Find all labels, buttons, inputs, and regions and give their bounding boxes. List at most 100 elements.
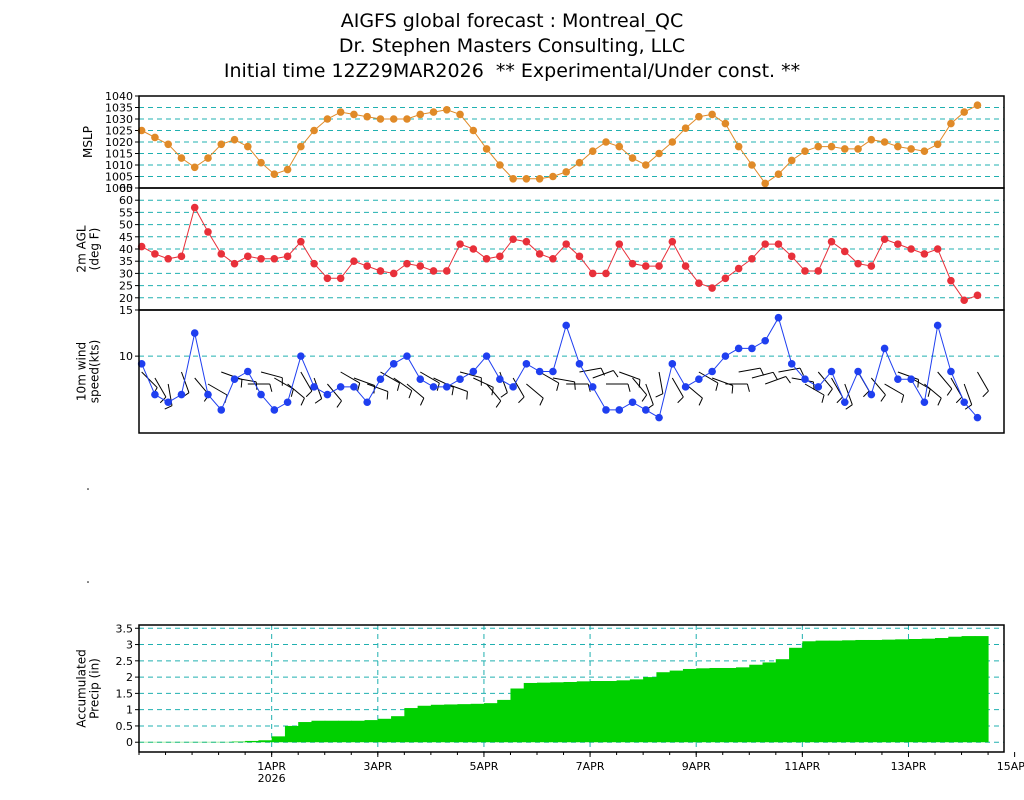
temp-point (602, 269, 610, 278)
wind-barb (658, 371, 664, 394)
mslp-point (549, 172, 557, 181)
wind-barb-flag (420, 397, 425, 406)
precip-bar (338, 720, 352, 743)
temp-point (283, 252, 292, 261)
precip-bar (669, 670, 684, 743)
mslp-point (933, 140, 942, 149)
time-tick-label: 7APR (576, 760, 605, 773)
mslp-point (323, 115, 332, 123)
time-year-label: 2026 (258, 772, 286, 785)
mslp-point (283, 165, 292, 174)
wind-barb-flag (836, 396, 843, 404)
mslp-point (721, 119, 730, 128)
wind-barb-flag (556, 382, 560, 391)
temp-point (708, 284, 716, 292)
wind-point (137, 360, 146, 368)
wind-barb-flag (845, 404, 853, 410)
time-tick-label: 5APR (470, 760, 499, 773)
wind-barb (393, 377, 413, 392)
temp-point (641, 262, 650, 270)
wind-barb (340, 371, 360, 384)
temp-point (416, 262, 425, 270)
mslp-point (310, 126, 318, 135)
mslp-point (840, 145, 849, 153)
mslp-point (403, 115, 411, 123)
wind-barb (180, 371, 190, 393)
wind-series-line (141, 316, 978, 419)
wind-barb (552, 377, 575, 383)
mslp-point (681, 124, 690, 132)
mslp-ytick-label: 1015 (105, 148, 133, 161)
precip-bar (948, 636, 963, 743)
wind-barb-flag (305, 390, 313, 398)
precip-ytick-label: 3.5 (116, 622, 134, 635)
mslp-point (243, 142, 252, 151)
precip-bar (404, 708, 419, 743)
wind-barb-flag (357, 382, 361, 391)
mslp-ytick-label: 1035 (105, 102, 133, 115)
precip-bar (643, 677, 657, 743)
wind-point (522, 360, 531, 368)
precip-bar (868, 639, 883, 743)
temp-ylabel: 2m AGL (75, 225, 89, 272)
wind-point (190, 329, 199, 337)
wind-barb-flag (772, 372, 778, 380)
wind-point (814, 383, 823, 391)
temp-point (310, 259, 318, 268)
wind-barb (539, 371, 559, 384)
wind-barb-flag (715, 382, 719, 391)
wind-point (297, 352, 305, 360)
precip-bar (603, 681, 618, 743)
temp-point (867, 262, 876, 270)
precip-bar (231, 741, 246, 743)
wind-point (496, 375, 504, 383)
wind-ylabel: 10m wind (75, 342, 89, 401)
temp-point (243, 252, 252, 261)
precip-bar (470, 703, 485, 743)
wind-barb (977, 371, 989, 392)
wind-point (920, 398, 929, 407)
mslp-point (270, 170, 279, 178)
mslp-series-line (141, 104, 978, 185)
temp-point (907, 245, 915, 253)
mslp-ytick-label: 1000 (105, 182, 133, 195)
mslp-ytick-label: 1025 (105, 125, 133, 138)
precip-bar (749, 664, 764, 743)
wind-point (655, 413, 663, 422)
temp-point (482, 254, 491, 263)
wind-point (230, 375, 239, 383)
mslp-point (204, 154, 212, 162)
temp-point (801, 267, 809, 275)
temp-point (190, 203, 199, 212)
mslp-point (641, 161, 650, 169)
precip-bar (457, 704, 472, 743)
precip-ytick-label: 2.5 (116, 655, 134, 668)
mslp-point (920, 147, 929, 155)
mslp-point (230, 135, 239, 144)
temp-point (456, 240, 464, 248)
wind-barb-flag (746, 383, 750, 392)
wind-barb-flag (937, 397, 942, 406)
wind-barb (671, 377, 684, 398)
wind-barb (459, 371, 482, 379)
temp-point (787, 252, 796, 261)
wind-barb-flag (500, 392, 508, 398)
mslp-point (628, 154, 637, 162)
mslp-point (894, 142, 902, 151)
wind-barb (486, 383, 502, 402)
precip-bar (656, 672, 671, 743)
precip-ytick-label: 1.5 (116, 687, 134, 700)
wind-barb-flag (863, 390, 870, 398)
mslp-ytick-label: 1030 (105, 113, 133, 126)
temp-ytick-label: 45 (119, 231, 133, 244)
temp-point (164, 254, 172, 263)
precip-bar (696, 668, 710, 743)
precip-bar (961, 636, 976, 743)
wind-frame (138, 309, 1005, 434)
stray-dot (87, 488, 89, 490)
temp-point (549, 254, 557, 263)
wind-barb (870, 377, 886, 396)
temp-point (496, 252, 504, 261)
wind-barb (937, 371, 953, 390)
wind-point (721, 352, 730, 360)
